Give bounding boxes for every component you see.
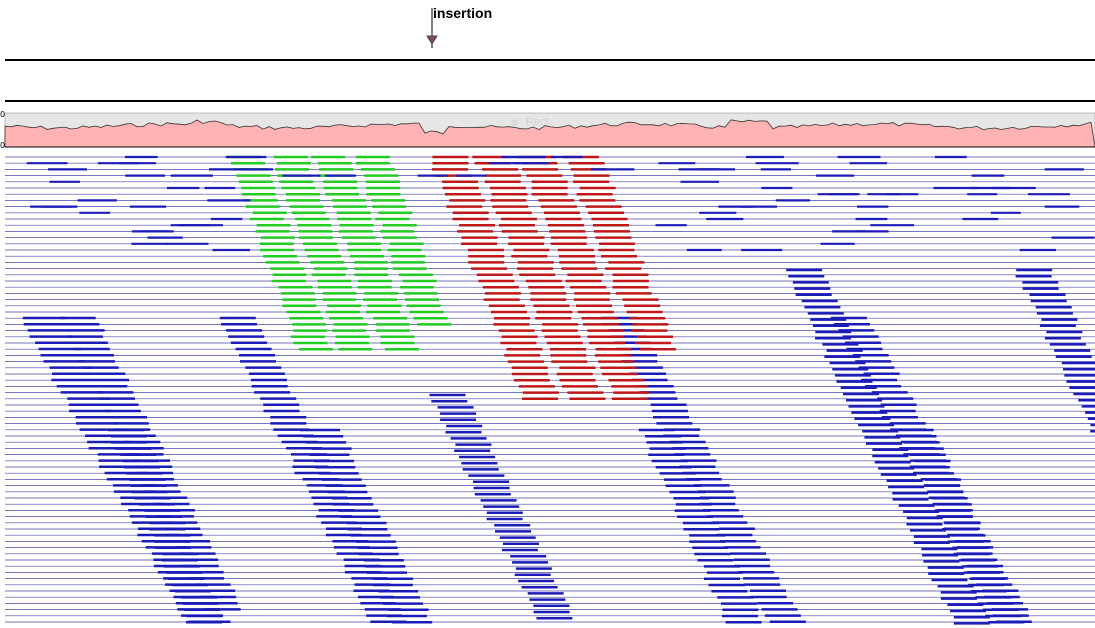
- reads-group: [5, 155, 1095, 625]
- coverage-graph: [4, 119, 1095, 148]
- down-arrow-icon: [426, 35, 438, 45]
- coverage-min-tick: 0: [0, 141, 6, 150]
- insertion-label: insertion: [433, 5, 493, 21]
- coverage-max-tick: 0: [0, 110, 6, 119]
- tooltip-text: Rect: [526, 116, 549, 128]
- circle-icon: [511, 118, 518, 126]
- faded-tooltip: Rect: [505, 114, 675, 130]
